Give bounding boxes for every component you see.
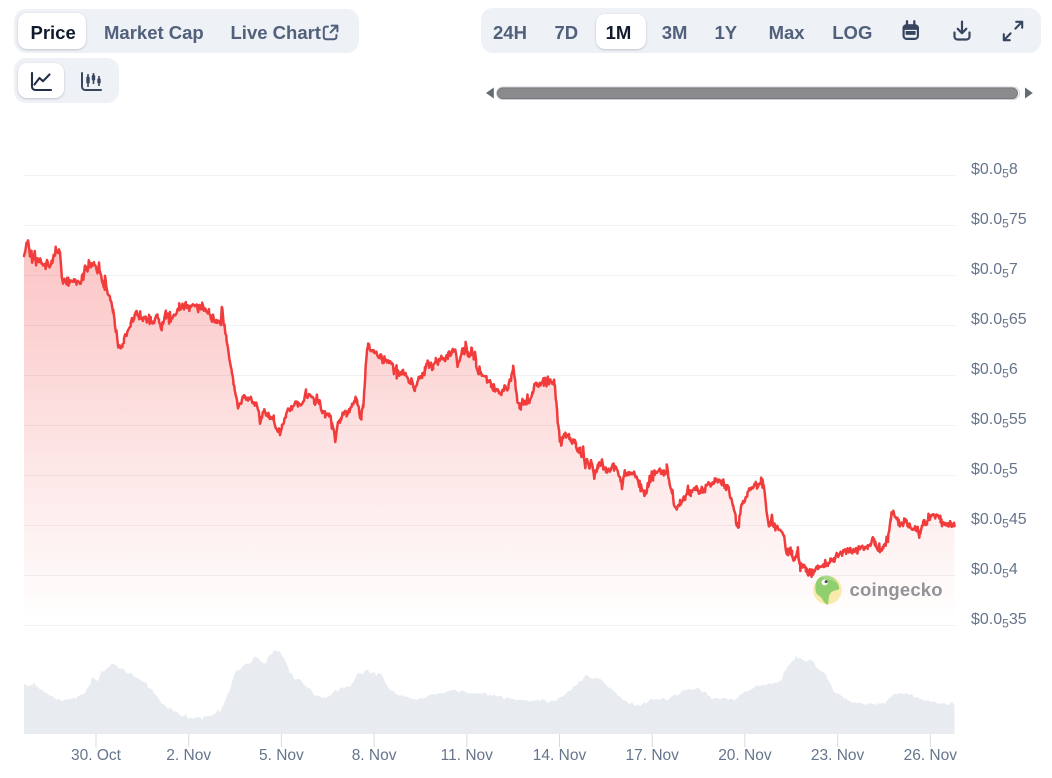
svg-text:2. Nov: 2. Nov bbox=[166, 747, 211, 764]
svg-text:$0.0565: $0.0565 bbox=[971, 311, 1027, 331]
svg-text:20. Nov: 20. Nov bbox=[718, 747, 772, 764]
svg-text:$0.058: $0.058 bbox=[971, 161, 1018, 181]
svg-text:5. Nov: 5. Nov bbox=[259, 747, 304, 764]
svg-text:$0.0545: $0.0545 bbox=[971, 511, 1027, 531]
svg-text:$0.0555: $0.0555 bbox=[971, 411, 1027, 431]
svg-text:8. Nov: 8. Nov bbox=[352, 747, 397, 764]
svg-text:30. Oct: 30. Oct bbox=[71, 747, 122, 764]
svg-text:17. Nov: 17. Nov bbox=[625, 747, 679, 764]
svg-text:23. Nov: 23. Nov bbox=[811, 747, 865, 764]
svg-text:$0.057: $0.057 bbox=[971, 261, 1018, 281]
svg-text:$0.055: $0.055 bbox=[971, 461, 1018, 481]
svg-text:14. Nov: 14. Nov bbox=[533, 747, 587, 764]
svg-text:$0.0575: $0.0575 bbox=[971, 211, 1027, 231]
svg-text:$0.0535: $0.0535 bbox=[971, 611, 1027, 631]
svg-text:coingecko: coingecko bbox=[850, 579, 943, 600]
svg-text:11. Nov: 11. Nov bbox=[441, 747, 494, 764]
svg-text:$0.054: $0.054 bbox=[971, 561, 1018, 581]
svg-text:$0.056: $0.056 bbox=[971, 361, 1018, 381]
svg-text:26. Nov: 26. Nov bbox=[904, 747, 958, 764]
